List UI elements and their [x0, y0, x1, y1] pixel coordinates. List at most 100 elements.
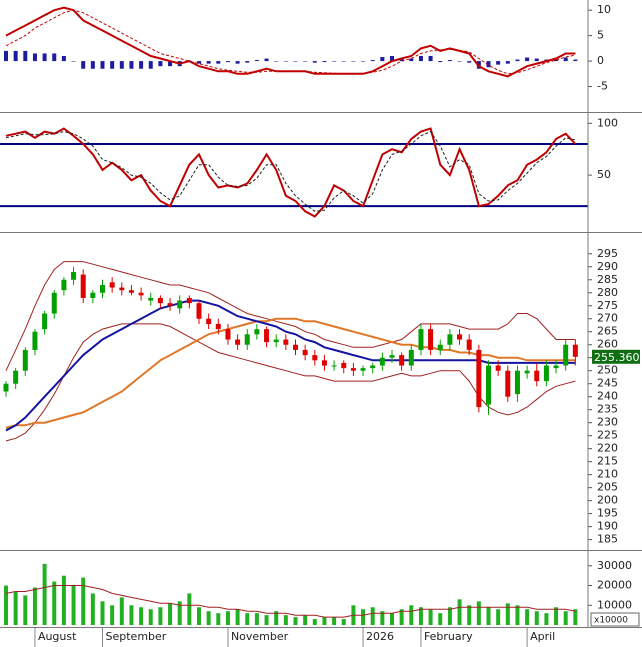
candle-body [235, 339, 241, 345]
volume-bar [496, 609, 501, 626]
candle-body [543, 365, 549, 382]
volume-bar [370, 607, 375, 626]
y-tick-label: 190 [597, 520, 618, 533]
candle-body [71, 271, 77, 280]
volume-bar [486, 607, 491, 626]
y-tick-label: 285 [597, 273, 618, 286]
candle-body [100, 284, 105, 293]
y-tick-label: 100 [597, 116, 618, 129]
histogram-bar [139, 61, 144, 69]
current-price-box [592, 349, 640, 364]
histogram-bar [563, 57, 568, 62]
volume-bar [187, 593, 192, 626]
candle-body [196, 303, 202, 319]
candle-body [486, 365, 491, 405]
candle-body [360, 368, 366, 371]
candle-body [293, 344, 298, 350]
histogram-bar [293, 61, 298, 62]
histogram-bar [71, 61, 76, 62]
volume-bar [341, 619, 346, 626]
volume-bar [447, 607, 452, 626]
volume-bar [332, 617, 337, 626]
volume-bar [303, 615, 308, 626]
candle-body [177, 300, 183, 309]
x-tick-label: August [38, 630, 77, 643]
histogram-bar [283, 61, 288, 62]
histogram-bar [496, 61, 501, 65]
candle-body [148, 297, 154, 301]
candle-body [13, 370, 19, 384]
candle-body [514, 370, 520, 395]
candle-body [264, 329, 270, 343]
volume-bar [399, 609, 404, 626]
volume-bar [197, 607, 201, 626]
volume-bar [110, 605, 115, 626]
candle-body [3, 383, 9, 392]
candle-body [167, 303, 173, 306]
y-tick-label: 30000 [597, 559, 632, 572]
volume-bar [361, 609, 366, 626]
x-tick-label: November [231, 630, 289, 643]
volume-bar [225, 611, 230, 626]
indicator-line [5, 585, 576, 618]
candle-body [244, 334, 250, 345]
histogram-bar [438, 61, 443, 63]
volume-bar [428, 609, 433, 626]
volume-bar [390, 613, 394, 626]
histogram-bar [23, 50, 28, 62]
y-tick-label: 235 [597, 403, 618, 416]
candle-body [505, 370, 511, 397]
indicator-line [5, 130, 576, 212]
candle-body [563, 344, 569, 366]
histogram-bar [216, 61, 221, 64]
unit-box [590, 612, 640, 627]
y-tick-label: 50 [597, 168, 611, 181]
histogram-bar [100, 61, 105, 69]
volume-bar [293, 617, 298, 626]
y-tick-label: 290 [597, 260, 618, 273]
volume-bar [23, 595, 28, 626]
histogram-bar [81, 61, 86, 69]
candle-body [128, 290, 134, 293]
histogram-bar [554, 59, 559, 62]
candle-body [389, 355, 395, 358]
histogram-bar [409, 58, 414, 62]
volume-bar [245, 613, 250, 626]
histogram-bar [206, 61, 211, 64]
histogram-bar [486, 61, 491, 68]
histogram-bar [168, 61, 173, 67]
candle-body [428, 329, 434, 350]
histogram-bar [447, 60, 452, 62]
histogram-bar [515, 59, 520, 62]
indicator-line [5, 127, 577, 218]
histogram-bar [235, 61, 240, 64]
candle-body [418, 329, 424, 350]
volume-bar [168, 603, 173, 626]
histogram-bar [534, 58, 539, 62]
volume-bar [418, 607, 423, 626]
y-tick-label: 225 [597, 429, 618, 442]
y-tick-label: 250 [597, 364, 618, 377]
candle-body [22, 349, 28, 371]
y-tick-label: 240 [597, 390, 618, 403]
y-tick-label: 185 [597, 533, 618, 546]
candle-body [138, 292, 144, 296]
histogram-bar [361, 61, 366, 62]
candle-body [553, 365, 559, 369]
candle-body [408, 349, 414, 366]
volume-bar [61, 575, 66, 626]
x-tick-label: 2026 [366, 630, 394, 643]
histogram-bar [197, 61, 201, 64]
x-tick-label: February [424, 630, 473, 643]
histogram-bar [418, 56, 423, 62]
y-tick-label: 220 [597, 442, 618, 455]
histogram-bar [332, 61, 337, 62]
histogram-bar [13, 50, 18, 62]
y-tick-label: 20000 [597, 579, 632, 592]
y-tick-label: 5 [597, 29, 604, 42]
histogram-bar [505, 61, 510, 64]
histogram-bar [303, 61, 308, 62]
volume-bar [573, 609, 578, 626]
y-tick-label: 195 [597, 507, 618, 520]
